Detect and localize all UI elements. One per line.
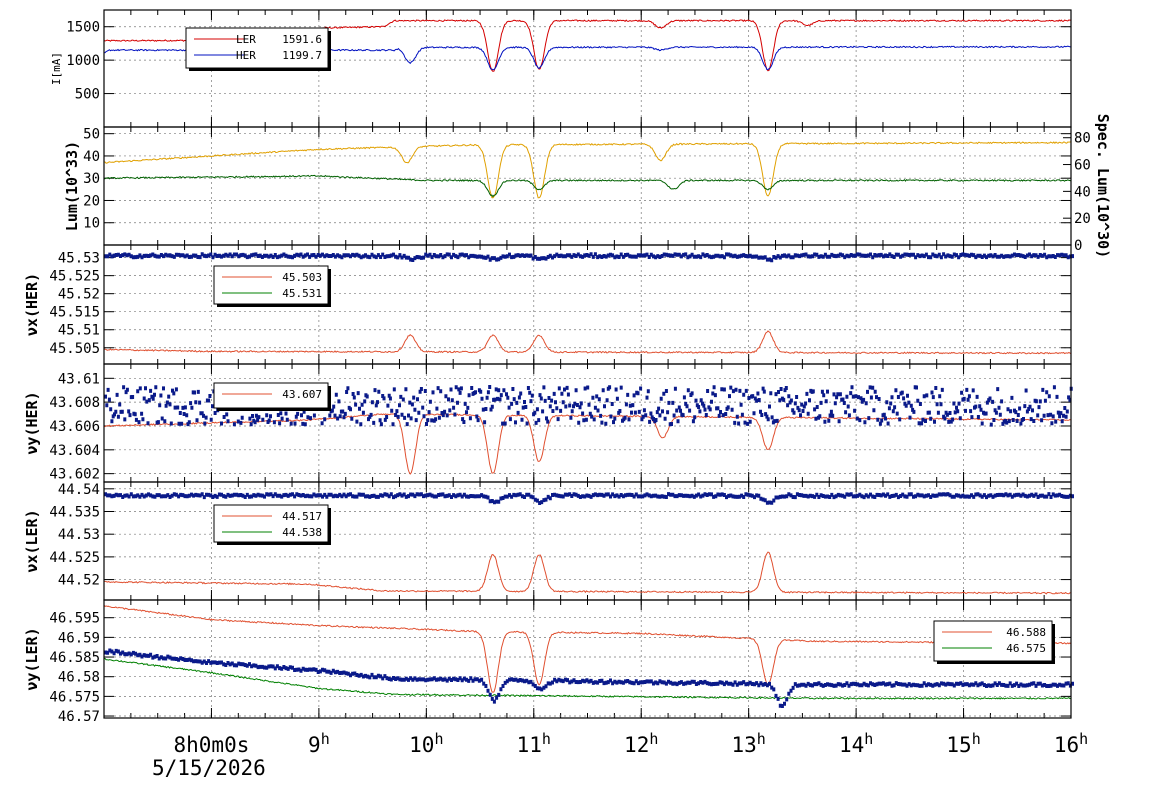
y-axis-label: νx(LER) — [23, 509, 41, 572]
y-tick-label: 50 — [83, 127, 100, 143]
data-point-markers — [104, 385, 1073, 427]
x-tick-label: 16h — [1054, 730, 1088, 757]
y-tick-label: 45.525 — [49, 269, 100, 285]
x-tick-label: 10h — [409, 730, 443, 757]
x-tick-label: 15h — [946, 730, 980, 757]
legend: LER 1591.6 HER 1199.7 — [185, 27, 331, 71]
y-tick-label: 500 — [75, 87, 100, 103]
y-axis-label: νy(HER) — [23, 391, 41, 454]
x-tick-label: 14h — [839, 730, 873, 757]
y-tick-label: 46.595 — [49, 611, 100, 627]
data-line — [104, 141, 1072, 199]
legend-value: 43.607 — [282, 388, 322, 401]
y-tick-label: 46.57 — [58, 709, 100, 725]
data-point-markers — [104, 252, 1074, 263]
y-tick-label: 45.515 — [49, 305, 100, 321]
data-line — [103, 330, 1072, 355]
legend-value: 1591.6 — [282, 33, 322, 46]
y-tick-label: 45.505 — [49, 341, 100, 357]
y-axis-label: I[mA] — [50, 52, 63, 85]
x-tick-label: 12h — [624, 730, 658, 757]
x-tick-label: 13h — [732, 730, 766, 757]
y-tick-label: 46.58 — [58, 670, 100, 686]
y-axis-label: νx(HER) — [23, 273, 41, 336]
y2-tick-label: 20 — [1074, 211, 1091, 227]
x-tick-label: 11h — [517, 730, 551, 757]
series-5-2 — [104, 492, 1074, 505]
y-tick-label: 46.585 — [49, 650, 100, 666]
series-4-2 — [104, 385, 1073, 427]
x-tick-label: 8h0m0s — [174, 733, 250, 757]
legend-value: 44.538 — [282, 526, 322, 539]
legend: 45.503 45.531 — [213, 265, 331, 307]
y-tick-label: 44.54 — [58, 482, 100, 498]
y-tick-label: 20 — [83, 193, 100, 209]
y-tick-label: 44.52 — [58, 573, 100, 589]
legend-value: 44.517 — [282, 510, 322, 523]
y-tick-label: 45.53 — [58, 251, 100, 267]
y-axis-label: νy(LER) — [23, 627, 41, 690]
y2-tick-label: 60 — [1074, 158, 1091, 174]
y-tick-label: 44.525 — [49, 550, 100, 566]
y-tick-label: 43.606 — [49, 419, 100, 435]
legend-value: 45.503 — [282, 271, 322, 284]
y-tick-label: 40 — [83, 149, 100, 165]
legend-value: 46.588 — [1006, 626, 1046, 639]
legend: 44.517 44.538 — [213, 504, 331, 545]
series-3-1 — [103, 330, 1072, 355]
data-line — [103, 174, 1072, 198]
series-6-2 — [104, 658, 1072, 700]
series-2-1 — [104, 141, 1072, 199]
legend-value: 45.531 — [282, 287, 322, 300]
data-line — [103, 604, 1072, 693]
y-tick-label: 45.51 — [58, 323, 100, 339]
panel-6: 46.57 46.575 46.58 46.585 46.59 46.595 νy(LER)… — [23, 599, 1074, 725]
legend: 46.588 46.575 — [933, 620, 1055, 664]
x-tick-label: 9h — [308, 730, 330, 757]
x-axis: 8h0m0s 9h 10h 11h 12h 13h 14h 15h 16h — [174, 730, 1089, 757]
y-tick-label: 43.608 — [49, 395, 100, 411]
y-tick-label: 43.604 — [49, 443, 100, 459]
y-tick-label: 44.53 — [58, 527, 100, 543]
data-point-markers — [104, 492, 1074, 505]
date-label: 5/15/2026 — [152, 756, 266, 780]
series-5-1 — [104, 551, 1072, 595]
series-6-1 — [103, 604, 1072, 693]
y2-tick-label: 40 — [1074, 184, 1091, 200]
legend-value: 46.575 — [1006, 642, 1046, 655]
y-tick-label: 44.535 — [49, 505, 100, 521]
panel-5: 44.52 44.525 44.53 44.535 44.54 νx(LER) 44.517… — [23, 481, 1074, 601]
y-tick-label: 45.52 — [58, 287, 100, 303]
y-tick-label: 43.61 — [58, 371, 100, 387]
series-2-2 — [103, 174, 1072, 198]
y2-axis-label: Spec. Lum(10^30) — [1094, 114, 1112, 259]
panel-1: 500 1000 1500 I[mA] LER 1591.6 HER 1199.7 — [50, 9, 1072, 128]
data-line — [104, 658, 1072, 700]
y-tick-label: 1000 — [66, 53, 100, 69]
panel-2: 10 20 30 40 50 0 20 40 60 80 Spec. Lum(10^30) Lum(1… — [63, 114, 1112, 259]
y2-tick-label: 0 — [1074, 238, 1082, 254]
y-tick-label: 30 — [83, 171, 100, 187]
legend-label: LER — [236, 33, 256, 46]
y-tick-label: 46.575 — [49, 689, 100, 705]
y-tick-label: 1500 — [66, 20, 100, 36]
y2-tick-label: 80 — [1074, 131, 1091, 147]
data-line — [104, 551, 1072, 595]
legend-label: HER — [236, 49, 256, 62]
y-tick-label: 43.602 — [49, 467, 100, 483]
series-3-2 — [104, 252, 1074, 263]
legend-value: 1199.7 — [282, 49, 322, 62]
panel-3: 45.505 45.51 45.515 45.52 45.525 45.53 νx(HER)… — [23, 244, 1074, 365]
panel-4: 43.602 43.604 43.606 43.608 43.61 νy(HER) 43.6… — [23, 363, 1073, 483]
y-axis-label: Lum(10^33) — [63, 141, 81, 231]
y-tick-label: 10 — [83, 216, 100, 232]
y-tick-label: 46.59 — [58, 630, 100, 646]
legend: 43.607 — [213, 382, 331, 411]
